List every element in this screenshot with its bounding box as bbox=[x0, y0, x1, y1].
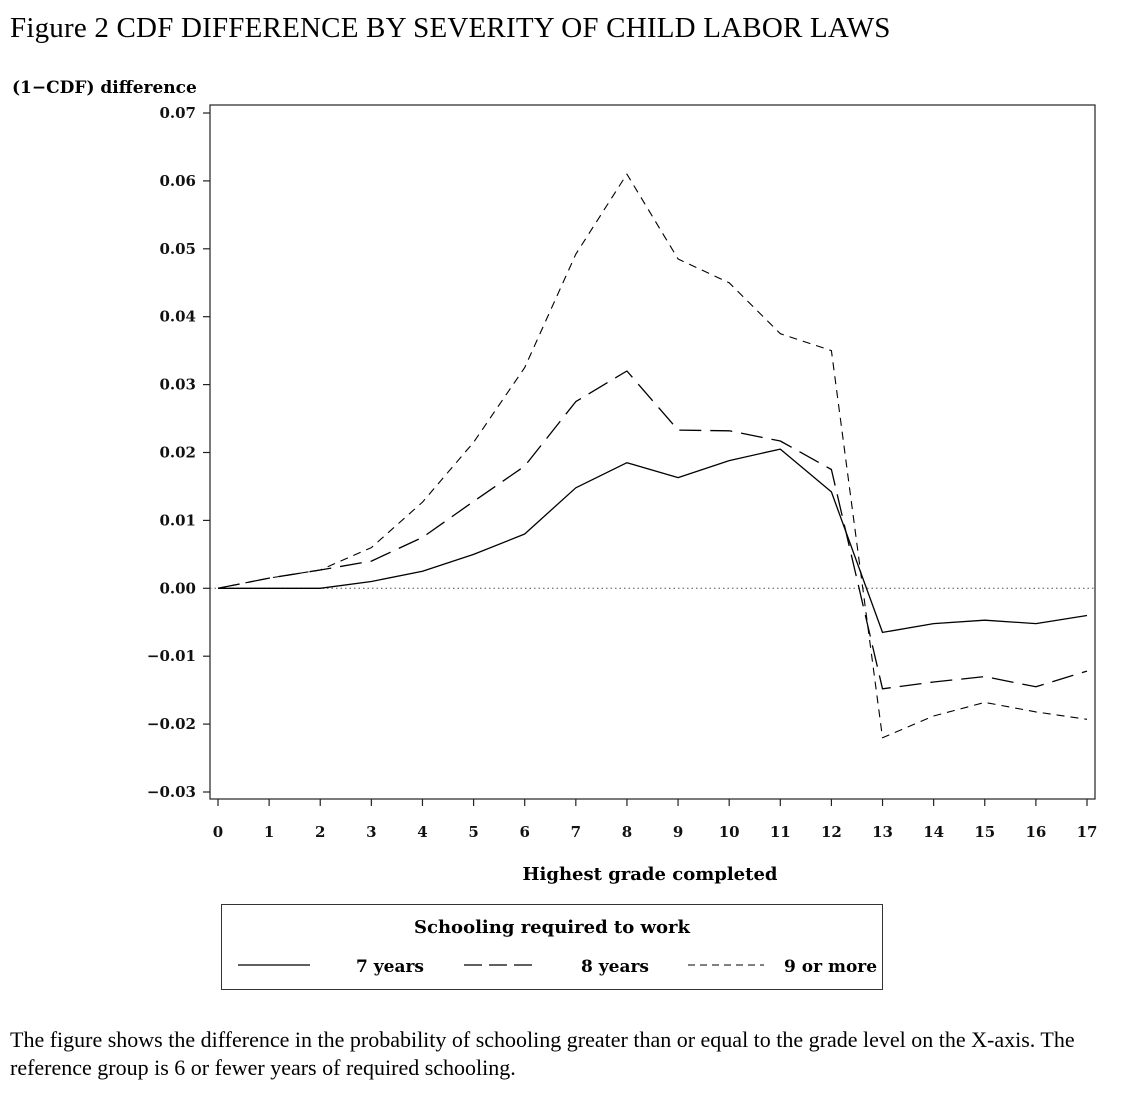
legend-swatch-short-dash bbox=[688, 964, 764, 966]
plot-frame bbox=[209, 104, 1096, 800]
x-tick-label: 5 bbox=[468, 823, 478, 841]
legend-label: 8 years bbox=[581, 957, 649, 977]
y-tick-label: 0.05 bbox=[159, 240, 196, 258]
legend-title: Schooling required to work bbox=[414, 917, 690, 938]
legend-swatch-long-dash bbox=[464, 964, 534, 966]
x-tick-label: 16 bbox=[1025, 823, 1046, 841]
x-axis-title: Highest grade completed bbox=[522, 864, 778, 885]
series-lines bbox=[217, 173, 1088, 739]
x-tick-label: 8 bbox=[622, 823, 632, 841]
y-tick-label: 0.01 bbox=[159, 511, 196, 529]
y-axis-title: (1−CDF) difference bbox=[12, 78, 197, 98]
x-tick-label: 1 bbox=[264, 823, 274, 841]
x-tick-label: 12 bbox=[821, 823, 842, 841]
x-tick-label: 2 bbox=[315, 823, 325, 841]
legend-item-8-years: 8 years bbox=[464, 957, 664, 981]
y-tick-label: −0.01 bbox=[147, 647, 196, 665]
y-axis: 0.07 0.06 0.05 0.04 0.03 0.02 0.01 0.00 −0.01 −0.… bbox=[147, 104, 210, 801]
x-tick-label: 13 bbox=[872, 823, 893, 841]
legend-item-7-years: 7 years bbox=[238, 957, 438, 981]
figure-caption: The figure shows the difference in the p… bbox=[10, 1027, 1075, 1080]
x-tick-label: 15 bbox=[974, 823, 995, 841]
y-tick-label: 0.02 bbox=[159, 444, 196, 462]
y-tick-label: 0.04 bbox=[159, 308, 196, 326]
x-tick-label: 7 bbox=[571, 823, 581, 841]
x-tick-label: 3 bbox=[366, 823, 376, 841]
y-tick-label: −0.02 bbox=[147, 715, 196, 733]
legend-swatch-solid bbox=[238, 964, 310, 966]
y-tick-label: 0.06 bbox=[159, 172, 196, 190]
x-tick-label: 9 bbox=[673, 823, 683, 841]
x-tick-label: 6 bbox=[519, 823, 529, 841]
y-tick-label: 0.07 bbox=[159, 104, 196, 122]
legend: Schooling required to work 7 years 8 yea… bbox=[221, 904, 883, 990]
series-line-8-years bbox=[217, 370, 1088, 690]
x-tick-label: 11 bbox=[770, 823, 791, 841]
legend-item-9-or-more: 9 or more bbox=[688, 957, 878, 981]
x-tick-label: 4 bbox=[417, 823, 427, 841]
y-tick-label: −0.03 bbox=[147, 783, 196, 801]
legend-label: 9 or more bbox=[784, 957, 878, 977]
legend-label: 7 years bbox=[356, 957, 424, 977]
x-tick-label: 17 bbox=[1077, 823, 1098, 841]
y-tick-label: 0.03 bbox=[159, 376, 196, 394]
y-tick-label: 0.00 bbox=[159, 579, 196, 597]
figure-title: Figure 2 CDF DIFFERENCE BY SEVERITY OF C… bbox=[10, 12, 891, 44]
line-chart: 0.07 0.06 0.05 0.04 0.03 0.02 0.01 0.00 −0.01 −0.… bbox=[147, 104, 1098, 841]
x-tick-label: 0 bbox=[213, 823, 223, 841]
series-line-9-or-more bbox=[217, 173, 1088, 739]
series-line-7-years bbox=[218, 448, 1088, 634]
x-axis: 0 1 2 3 4 5 6 7 8 9 10 11 12 13 14 15 16 17 bbox=[213, 799, 1098, 841]
x-tick-label: 10 bbox=[719, 823, 740, 841]
x-tick-label: 14 bbox=[923, 823, 944, 841]
